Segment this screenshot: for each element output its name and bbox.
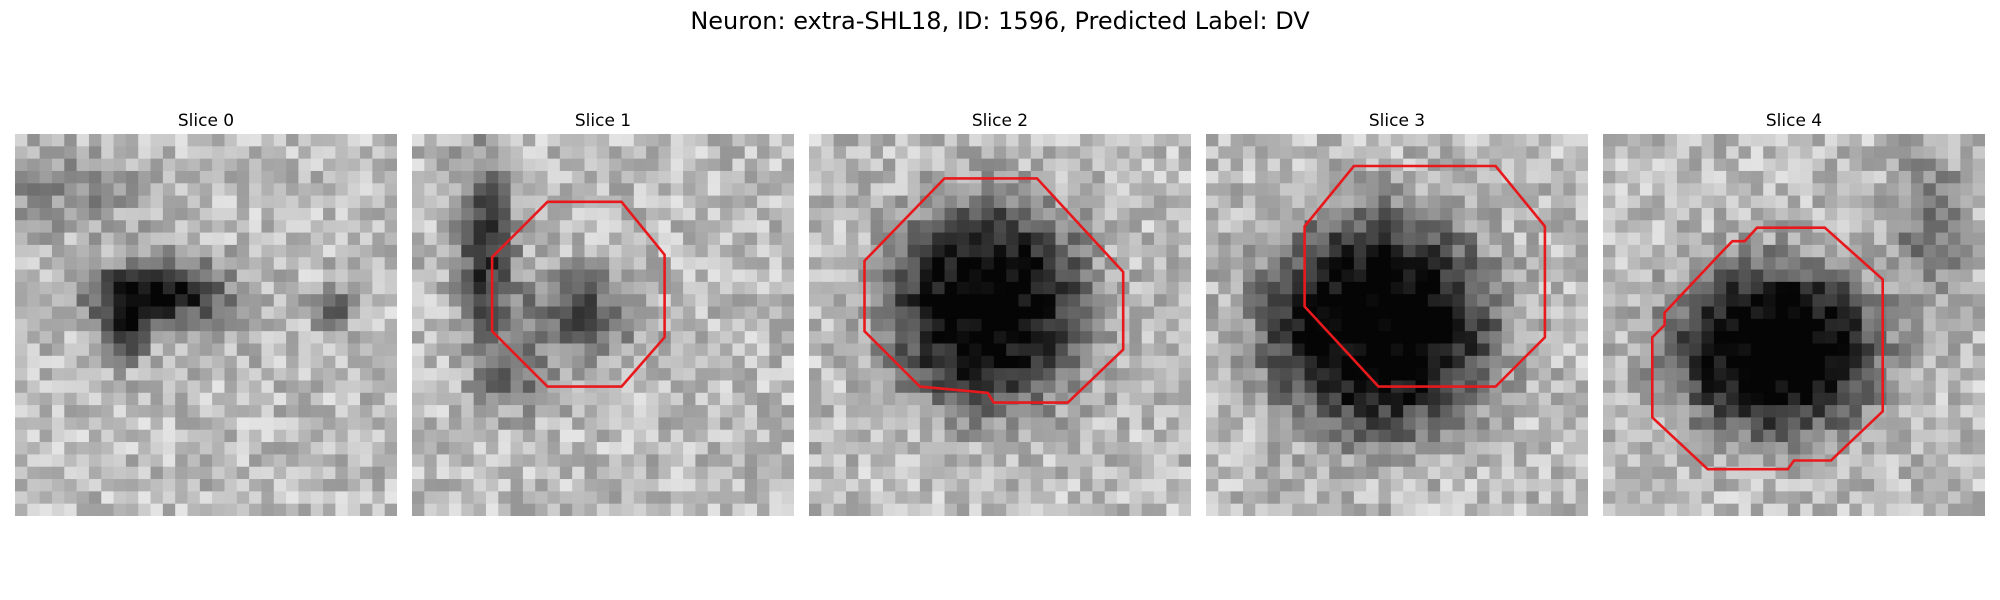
roi-contour bbox=[863, 177, 1125, 404]
figure-title: Neuron: extra-SHL18, ID: 1596, Predicted… bbox=[690, 7, 1310, 35]
pixel-grid bbox=[1206, 134, 1588, 516]
slice-title-0: Slice 0 bbox=[177, 111, 235, 131]
pixel-grid bbox=[809, 134, 1191, 516]
slice-image-1 bbox=[412, 134, 794, 516]
slice-image-3 bbox=[1206, 134, 1588, 516]
roi-contour bbox=[490, 200, 666, 388]
slice-image-0 bbox=[15, 134, 397, 516]
pixel-grid bbox=[1603, 134, 1985, 516]
slice-panel-4: Slice 4 bbox=[1603, 110, 1985, 516]
slice-title-1: Slice 1 bbox=[574, 111, 632, 131]
slice-panel-1: Slice 1 bbox=[412, 110, 794, 516]
pixel-grid bbox=[15, 134, 397, 516]
slice-image-4 bbox=[1603, 134, 1985, 516]
slice-panel-2: Slice 2 bbox=[809, 110, 1191, 516]
roi-contour bbox=[1303, 164, 1547, 388]
slice-image-2 bbox=[809, 134, 1191, 516]
slice-panel-3: Slice 3 bbox=[1206, 110, 1588, 516]
pixel-grid bbox=[412, 134, 794, 516]
slice-title-2: Slice 2 bbox=[971, 111, 1029, 131]
slice-panel-0: Slice 0 bbox=[15, 110, 397, 516]
slice-title-3: Slice 3 bbox=[1368, 111, 1426, 131]
roi-contour bbox=[1650, 226, 1885, 471]
slice-title-4: Slice 4 bbox=[1765, 111, 1823, 131]
